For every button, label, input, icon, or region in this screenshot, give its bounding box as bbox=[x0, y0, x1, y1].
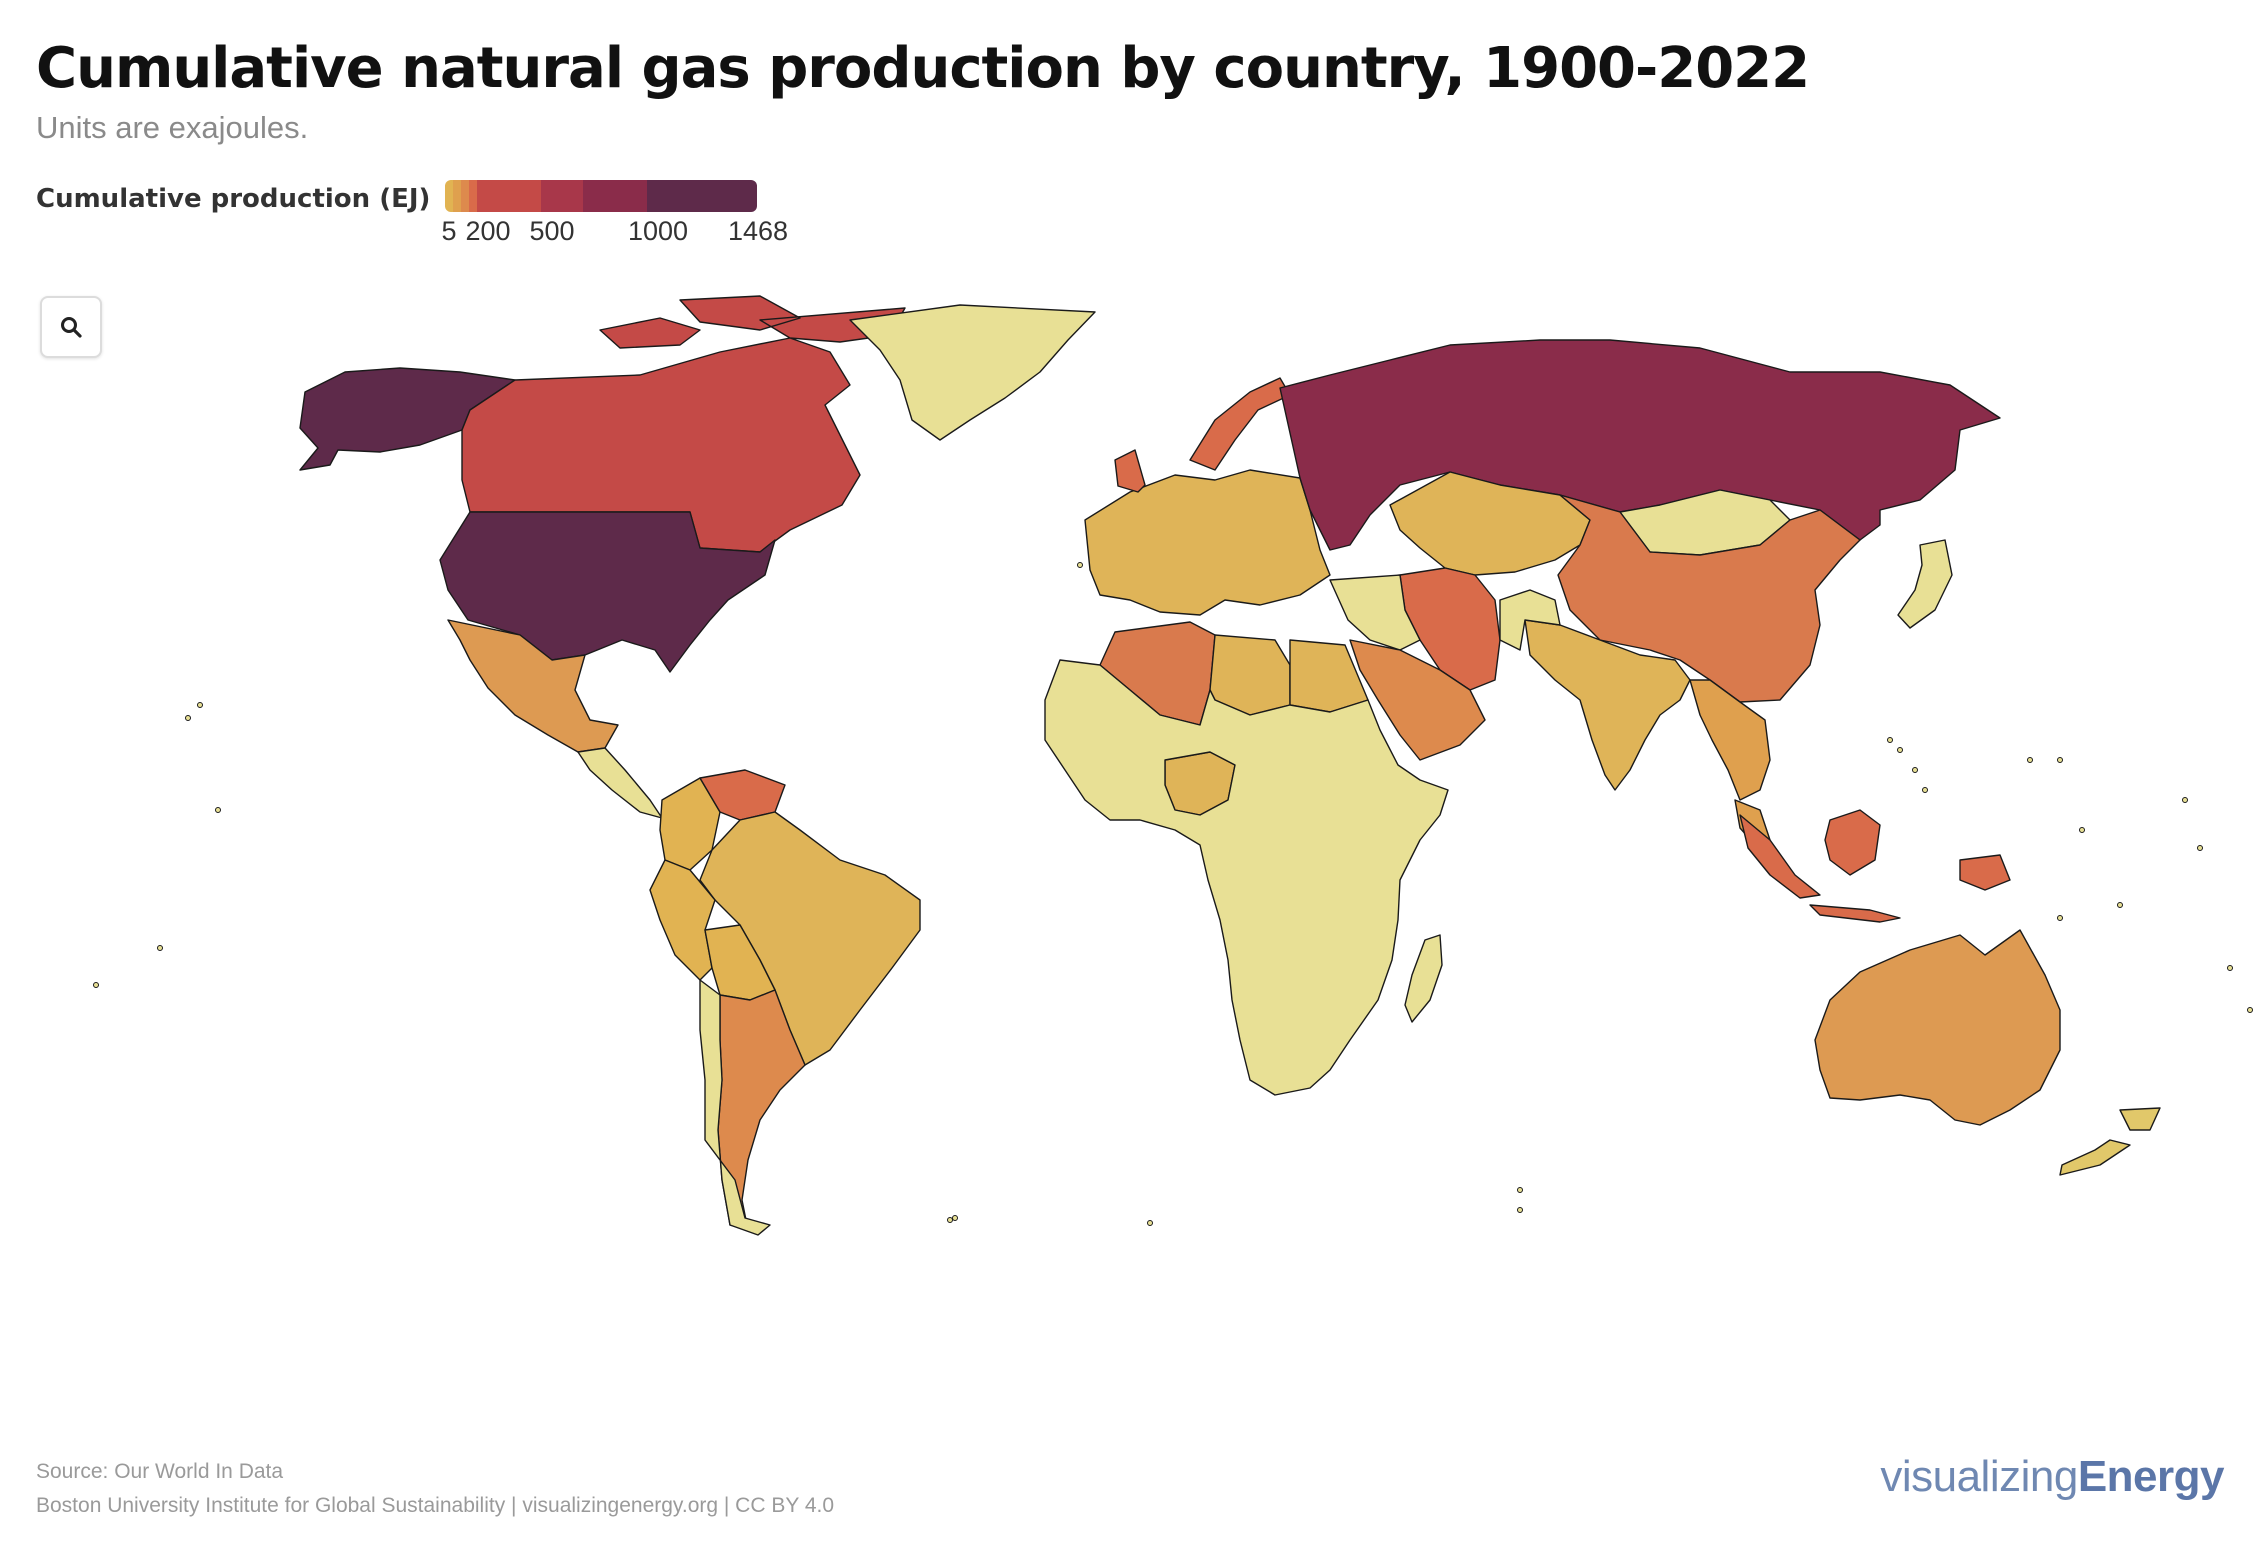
country-europe[interactable] bbox=[1084, 469, 1331, 616]
legend-swatch bbox=[583, 180, 647, 212]
chart-subtitle: Units are exajoules. bbox=[36, 110, 309, 145]
country-canada[interactable] bbox=[461, 295, 906, 553]
chart-title: Cumulative natural gas production by cou… bbox=[36, 36, 1810, 101]
country-madagascar[interactable] bbox=[1404, 934, 1443, 1023]
island bbox=[2197, 845, 2203, 851]
island bbox=[2247, 1007, 2253, 1013]
island bbox=[947, 1217, 953, 1223]
country-greenland[interactable] bbox=[849, 304, 1096, 441]
legend-color-scale bbox=[445, 180, 757, 212]
legend-tick-label: 200 bbox=[465, 216, 511, 246]
source-note: Source: Our World In Data bbox=[36, 1460, 284, 1483]
country-australia[interactable] bbox=[1814, 929, 2061, 1126]
island bbox=[2057, 915, 2063, 921]
country-middle-east[interactable] bbox=[1329, 574, 1561, 651]
legend-tick-label: 5 bbox=[441, 216, 457, 246]
island bbox=[1912, 767, 1918, 773]
island bbox=[2182, 797, 2188, 803]
island bbox=[197, 702, 203, 708]
legend-tick-label: 500 bbox=[529, 216, 575, 246]
country-united-states[interactable] bbox=[439, 511, 776, 673]
island bbox=[2027, 757, 2033, 763]
island bbox=[157, 945, 163, 951]
country-norway[interactable] bbox=[1189, 377, 1291, 471]
country-india[interactable] bbox=[1524, 619, 1691, 791]
search-icon bbox=[61, 317, 82, 338]
country-chile[interactable] bbox=[699, 979, 771, 1236]
legend-title: Cumulative production (EJ) bbox=[36, 184, 431, 214]
country-japan[interactable] bbox=[1897, 539, 1953, 629]
country-southeast-asia[interactable] bbox=[1689, 679, 1771, 846]
island bbox=[1517, 1187, 1523, 1193]
country-new-zealand[interactable] bbox=[2059, 1107, 2161, 1176]
legend-swatch bbox=[477, 180, 541, 212]
brand-logo: visualizingEnergy bbox=[1880, 1452, 2224, 1501]
island bbox=[215, 807, 221, 813]
island bbox=[185, 715, 191, 721]
legend-tick-label: 1000 bbox=[627, 216, 689, 246]
island bbox=[1517, 1207, 1523, 1213]
island bbox=[2117, 902, 2123, 908]
legend-swatch bbox=[541, 180, 583, 212]
country-alaska[interactable] bbox=[299, 367, 516, 471]
country-china[interactable] bbox=[1557, 494, 1861, 703]
country-indonesia[interactable] bbox=[1739, 809, 2011, 923]
country-central-asia[interactable] bbox=[1389, 471, 1591, 576]
country-africa[interactable] bbox=[1044, 659, 1449, 1096]
legend-swatch bbox=[445, 180, 453, 212]
country-saudi-arabia[interactable] bbox=[1349, 639, 1486, 761]
legend-tick-label: 1468 bbox=[727, 216, 789, 246]
island bbox=[2227, 965, 2233, 971]
legend-swatch bbox=[453, 180, 461, 212]
island bbox=[952, 1215, 958, 1221]
island bbox=[1897, 747, 1903, 753]
island bbox=[1147, 1220, 1153, 1226]
zoom-button[interactable] bbox=[40, 296, 102, 358]
island bbox=[2057, 757, 2063, 763]
legend-swatch bbox=[461, 180, 469, 212]
island bbox=[2079, 827, 2085, 833]
country-united-kingdom[interactable] bbox=[1114, 449, 1146, 493]
legend-swatch bbox=[647, 180, 757, 212]
island bbox=[1077, 562, 1083, 568]
credit-note: Boston University Institute for Global S… bbox=[36, 1494, 835, 1517]
island bbox=[93, 982, 99, 988]
legend-swatch bbox=[469, 180, 477, 212]
island bbox=[1887, 737, 1893, 743]
country-russia[interactable] bbox=[1279, 339, 2001, 551]
island bbox=[1922, 787, 1928, 793]
country-peru[interactable] bbox=[649, 859, 716, 981]
country-central-america[interactable] bbox=[577, 747, 663, 819]
